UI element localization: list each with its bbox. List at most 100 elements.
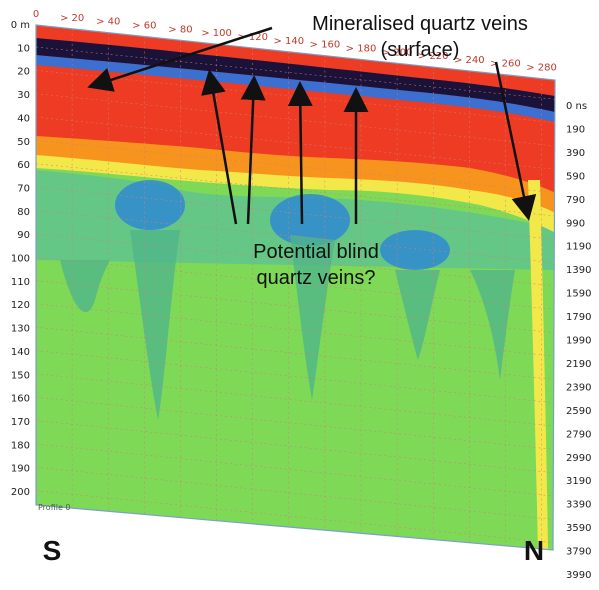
time-axis-tick-label: 3790 bbox=[566, 547, 591, 558]
horizontal-grid-line bbox=[36, 116, 555, 170]
depth-axis-tick-label: 70 bbox=[17, 183, 30, 194]
blind-veins-label-line2: quartz veins? bbox=[257, 267, 376, 289]
horizontal-grid-line bbox=[36, 467, 555, 520]
depth-axis-tick-label: 120 bbox=[11, 300, 30, 311]
time-axis-tick-label: 190 bbox=[566, 124, 585, 135]
top-axis-tick-label: > 200 bbox=[382, 47, 413, 58]
top-axis-tick-label: > 120 bbox=[237, 32, 268, 43]
time-axis-tick-label: 2190 bbox=[566, 359, 591, 370]
time-axis-tick-label: 3590 bbox=[566, 523, 591, 534]
annotation-arrows bbox=[87, 26, 537, 225]
depth-axis-tick-label: 30 bbox=[17, 90, 30, 101]
time-axis-tick-label: 590 bbox=[566, 171, 585, 182]
horizontal-grid-line bbox=[36, 140, 555, 193]
time-axis-tick-label: 3190 bbox=[566, 476, 591, 487]
time-axis-tick-label: 2390 bbox=[566, 382, 591, 393]
top-axis-tick-label: > 180 bbox=[346, 43, 377, 54]
horizontal-grid-line bbox=[36, 397, 555, 450]
time-axis-tick-label: 3390 bbox=[566, 500, 591, 511]
horizontal-grid-line bbox=[36, 256, 555, 310]
time-axis-tick-label: 0 ns bbox=[566, 101, 587, 112]
depth-axis-tick-label: 80 bbox=[17, 207, 30, 218]
top-axis-tick-label: > 240 bbox=[454, 55, 485, 66]
teal-plume-5 bbox=[470, 270, 515, 380]
arrow-blind-1 bbox=[201, 69, 238, 225]
depth-axis-tick-label: 50 bbox=[17, 137, 30, 148]
horizontal-grid-line bbox=[36, 163, 555, 217]
depth-axis-tick-label: 160 bbox=[11, 394, 30, 405]
top-axis-tick-label: > 140 bbox=[273, 36, 304, 47]
plot-frame bbox=[35, 24, 556, 551]
time-axis-tick-label: 1190 bbox=[566, 242, 591, 253]
depth-axis-tick-label: 200 bbox=[11, 487, 30, 498]
grid-lines bbox=[36, 28, 555, 550]
blue-anomaly-1 bbox=[115, 180, 185, 230]
top-axis-tick-label: > 80 bbox=[168, 24, 192, 35]
time-axis-tick-label: 2990 bbox=[566, 453, 591, 464]
depth-axis-tick-label: 150 bbox=[11, 370, 30, 381]
blue-anomaly-2 bbox=[270, 194, 350, 246]
horizontal-grid-line bbox=[36, 490, 555, 544]
arrow-surface-left bbox=[87, 26, 273, 92]
depth-axis-tick-label: 40 bbox=[17, 113, 30, 124]
horizontal-grid-line bbox=[36, 350, 555, 404]
profile-label: Profile 0 bbox=[38, 503, 71, 512]
top-axis-tick-label: > 160 bbox=[310, 40, 341, 51]
horizontal-grid-line bbox=[36, 443, 555, 497]
horizontal-grid-line bbox=[36, 326, 555, 380]
time-axis-tick-label: 1590 bbox=[566, 289, 591, 300]
time-axis-tick-label: 390 bbox=[566, 148, 585, 159]
top-axis-tick-label: > 100 bbox=[201, 28, 232, 39]
top-axis-tick-label: > 60 bbox=[132, 20, 156, 31]
blind-veins-label-line1: Potential blind bbox=[253, 241, 379, 263]
horizontal-grid-line bbox=[36, 233, 555, 287]
top-axis-tick-label: > 20 bbox=[60, 13, 84, 24]
horizontal-grid-line bbox=[36, 186, 555, 240]
depth-axis-tick-label: 130 bbox=[11, 324, 30, 335]
radargram-section bbox=[36, 25, 555, 550]
arrow-blind-2 bbox=[240, 75, 266, 225]
teal-plume-2 bbox=[130, 230, 180, 420]
yellow-vertical-vein bbox=[528, 180, 548, 550]
time-axis: 0 ns 190 390 590 790 990 1190 1390 1590 1790 1990 2… bbox=[566, 101, 591, 581]
horizontal-grid-line bbox=[36, 303, 555, 357]
depth-axis-tick-label: 140 bbox=[11, 347, 30, 358]
depth-axis-tick-label: 190 bbox=[11, 464, 30, 475]
time-axis-tick-label: 1390 bbox=[566, 265, 591, 276]
depth-axis-tick-label: 20 bbox=[17, 67, 30, 78]
depth-axis-tick-label: 0 m bbox=[11, 20, 30, 31]
top-axis-tick-label: > 220 bbox=[418, 51, 449, 62]
top-axis-tick-label: 0 bbox=[33, 9, 39, 20]
blue-anomaly-3 bbox=[380, 230, 450, 270]
surface-veins-label-line2: (surface) bbox=[381, 39, 460, 61]
teal-plume-1 bbox=[60, 260, 110, 313]
depth-axis-tick-label: 180 bbox=[11, 440, 30, 451]
depth-axis: 0 m 10 20 30 40 50 60 70 80 90 100 110 120 130 140 150 1… bbox=[11, 20, 30, 498]
depth-axis-tick-label: 60 bbox=[17, 160, 30, 171]
top-distance-axis: 0 > 20 > 40 > 60 > 80 > 100 > 120 > 140 > 160 > 1… bbox=[33, 9, 557, 74]
north-label: N bbox=[524, 535, 544, 566]
time-axis-tick-label: 2790 bbox=[566, 429, 591, 440]
depth-axis-tick-label: 170 bbox=[11, 417, 30, 428]
time-axis-tick-label: 2590 bbox=[566, 406, 591, 417]
horizontal-grid-line bbox=[36, 210, 555, 263]
horizontal-grid-line bbox=[36, 420, 555, 474]
depth-axis-tick-label: 100 bbox=[11, 254, 30, 265]
depth-axis-tick-label: 10 bbox=[17, 43, 30, 54]
horizontal-grid-line bbox=[36, 280, 555, 333]
top-axis-tick-label: > 260 bbox=[490, 59, 521, 70]
time-axis-tick-label: 990 bbox=[566, 218, 585, 229]
horizontal-grid-line bbox=[36, 373, 555, 427]
depth-axis-tick-label: 90 bbox=[17, 230, 30, 241]
top-axis-tick-label: > 280 bbox=[526, 63, 557, 74]
teal-plume-3 bbox=[290, 235, 335, 400]
time-axis-tick-label: 1790 bbox=[566, 312, 591, 323]
teal-plume-4 bbox=[395, 270, 440, 360]
horizontal-grid-line bbox=[36, 46, 555, 100]
time-axis-tick-label: 790 bbox=[566, 195, 585, 206]
time-axis-tick-label: 1990 bbox=[566, 336, 591, 347]
dark-vein-band bbox=[36, 38, 555, 112]
surface-veins-label-line1: Mineralised quartz veins bbox=[312, 13, 528, 35]
depth-axis-tick-label: 110 bbox=[11, 277, 30, 288]
